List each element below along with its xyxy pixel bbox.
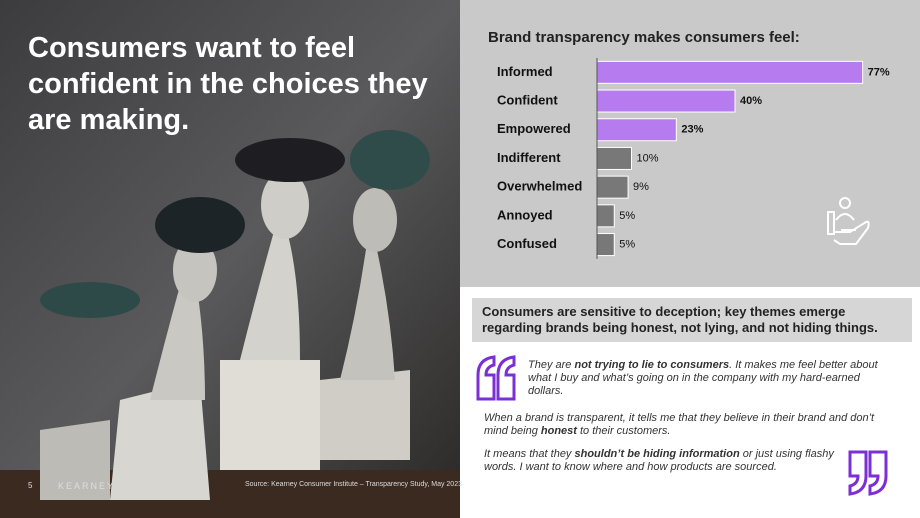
chart-title: Brand transparency makes consumers feel: bbox=[488, 29, 800, 46]
category-label: Indifferent bbox=[497, 150, 561, 165]
quote-text: They are bbox=[528, 359, 575, 371]
quote-text: When a brand is transparent, it tells me… bbox=[484, 412, 875, 437]
category-label: Empowered bbox=[497, 121, 571, 136]
open-quote-icon bbox=[476, 355, 516, 401]
brand: KEARNEY bbox=[58, 481, 116, 491]
value-label: 9% bbox=[633, 181, 649, 193]
quote-text: or just using flashy words. I want to kn… bbox=[484, 448, 834, 473]
value-label: 40% bbox=[740, 95, 762, 107]
bar bbox=[596, 146, 632, 170]
bar bbox=[596, 89, 736, 113]
quote-text: . It makes me feel better about what I b… bbox=[528, 359, 878, 397]
category-label: Confused bbox=[497, 236, 557, 251]
quote-emphasis: shouldn’t be hiding information bbox=[574, 448, 740, 460]
page-number: 5 bbox=[28, 481, 33, 490]
category-label: Informed bbox=[497, 64, 553, 79]
quote-emphasis: honest bbox=[540, 425, 577, 437]
icon bbox=[827, 197, 870, 245]
bar bbox=[596, 118, 677, 142]
quote: It means that they shouldn’t be hiding i… bbox=[484, 448, 834, 474]
value-label: 10% bbox=[637, 152, 659, 164]
value-label: 5% bbox=[619, 238, 635, 250]
chart: Brand transparency makes consumers feel:… bbox=[488, 29, 890, 259]
bar bbox=[596, 60, 864, 84]
close-quote-icon bbox=[848, 450, 888, 496]
source: Source: Kearney Consumer Institute – Tra… bbox=[245, 481, 462, 488]
value-label: 23% bbox=[681, 124, 703, 136]
quote-text: to their customers. bbox=[576, 425, 671, 437]
quote-emphasis: not trying to lie to consumers bbox=[574, 359, 730, 371]
bar bbox=[596, 233, 615, 257]
quote-text: It means that they bbox=[484, 448, 575, 460]
callout: Consumers are sensitive to deception; ke… bbox=[472, 298, 912, 342]
bar bbox=[596, 175, 629, 199]
value-label: 5% bbox=[619, 210, 635, 222]
category-label: Annoyed bbox=[497, 207, 553, 222]
value-label: 77% bbox=[868, 66, 890, 78]
quote: When a brand is transparent, it tells me… bbox=[484, 412, 894, 438]
photo bbox=[0, 0, 460, 518]
headline: Consumers want to feel confident in the … bbox=[28, 32, 428, 136]
bar bbox=[596, 204, 615, 228]
category-label: Overwhelmed bbox=[497, 179, 582, 194]
quote: They are not trying to lie to consumers.… bbox=[528, 359, 878, 398]
category-label: Confident bbox=[497, 92, 558, 107]
chart-panel bbox=[460, 0, 920, 287]
